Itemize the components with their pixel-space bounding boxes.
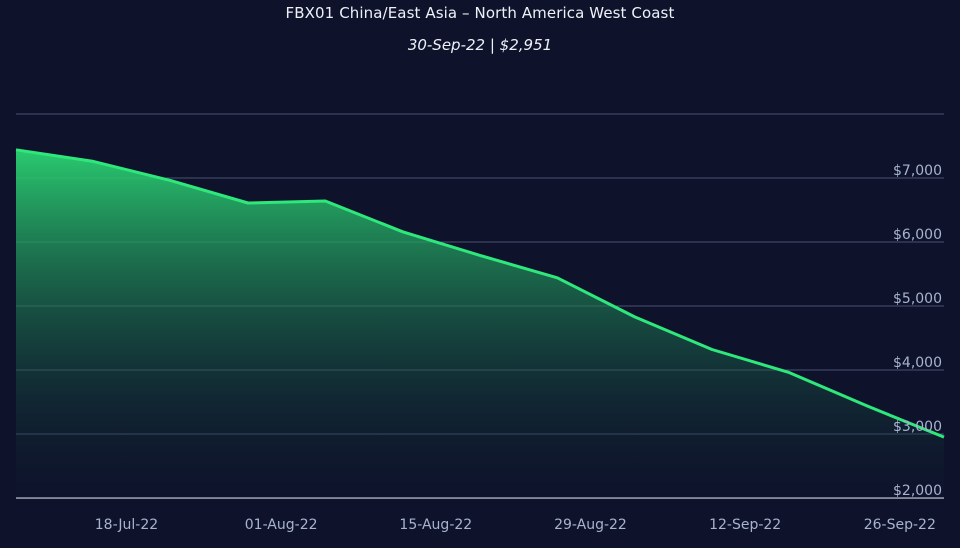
- y-tick-label: $4,000: [893, 355, 942, 371]
- y-tick-label: $5,000: [893, 291, 942, 307]
- y-tick-label: $6,000: [893, 227, 942, 243]
- area-fill: [16, 149, 944, 499]
- line-series: [15, 148, 945, 439]
- x-tick-label: 15-Aug-22: [399, 517, 472, 533]
- x-tick-label: 29-Aug-22: [554, 517, 627, 533]
- y-tick-label: $3,000: [893, 419, 942, 435]
- area-series: [16, 149, 944, 499]
- chart-subtitle: 30-Sep-22 | $2,951: [407, 36, 553, 54]
- series-line: [15, 148, 945, 439]
- y-axis-ticks: $2,000 $3,000 $4,000 $5,000 $6,000 $7,000: [893, 163, 942, 499]
- x-tick-label: 18-Jul-22: [95, 517, 158, 533]
- x-tick-label: 01-Aug-22: [245, 517, 318, 533]
- y-tick-label: $7,000: [893, 163, 942, 179]
- x-tick-label: 12-Sep-22: [709, 517, 781, 533]
- chart-title: FBX01 China/East Asia – North America We…: [285, 4, 675, 22]
- y-tick-label: $2,000: [893, 483, 942, 499]
- x-tick-label: 26-Sep-22: [864, 517, 936, 533]
- x-axis-ticks: 18-Jul-22 01-Aug-22 15-Aug-22 29-Aug-22 12-S…: [95, 517, 936, 533]
